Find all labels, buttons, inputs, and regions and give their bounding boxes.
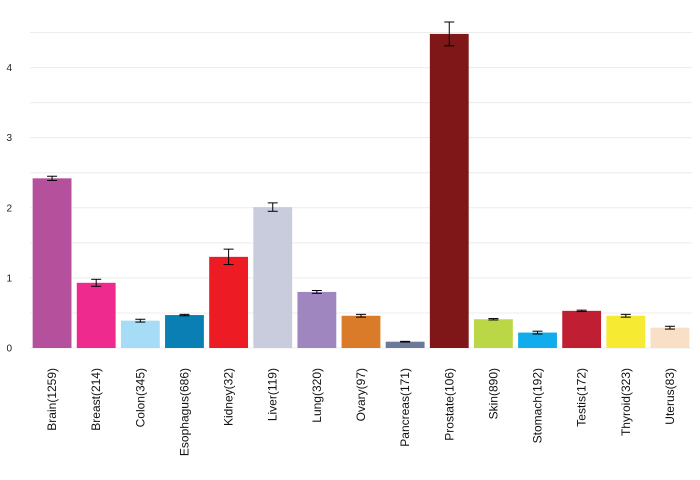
x-tick-label: Ovary(97) xyxy=(354,368,368,421)
x-tick-label: Stomach(192) xyxy=(531,368,545,443)
grid-lines xyxy=(30,32,692,349)
bar xyxy=(562,310,602,348)
bar xyxy=(76,282,116,348)
error-bar xyxy=(47,175,58,181)
bar xyxy=(650,327,690,348)
error-bar xyxy=(620,313,631,318)
error-bar xyxy=(444,21,455,47)
error-bar xyxy=(488,318,499,321)
bar xyxy=(341,315,381,348)
error-bar xyxy=(179,313,190,317)
error-bar xyxy=(576,309,587,313)
x-tick-label: Esophagus(686) xyxy=(177,368,191,456)
bar xyxy=(518,332,557,348)
y-tick-label: 0 xyxy=(6,344,12,355)
error-bar xyxy=(267,202,278,212)
x-tick-label: Skin(890) xyxy=(486,368,500,419)
x-tick-label: Thyroid(323) xyxy=(619,368,633,436)
x-tick-label: Testis(172) xyxy=(575,368,589,427)
bar xyxy=(385,341,425,348)
bar xyxy=(165,315,204,348)
x-tick-label: Brain(1259) xyxy=(45,368,59,431)
error-bar xyxy=(400,340,411,343)
bar xyxy=(606,315,646,348)
error-bar xyxy=(223,248,234,266)
y-tick-label: 3 xyxy=(6,133,12,144)
error-bar xyxy=(664,325,675,330)
y-tick-label: 4 xyxy=(6,63,12,74)
bars xyxy=(32,33,690,349)
x-tick-label: Liver(119) xyxy=(266,368,280,421)
x-tick-label: Uterus(83) xyxy=(663,368,677,425)
x-tick-label: Pancreas(171) xyxy=(398,368,412,447)
x-axis: Brain(1259) Breast(214) Colon(345) Esophagu… xyxy=(45,368,677,456)
y-axis: 0 1 2 3 4 xyxy=(6,63,12,354)
bar xyxy=(253,207,293,348)
x-tick-label: Lung(320) xyxy=(310,368,324,423)
x-tick-label: Kidney(32) xyxy=(222,368,236,426)
x-tick-label: Breast(214) xyxy=(89,368,103,431)
y-tick-label: 2 xyxy=(6,203,12,214)
error-bar xyxy=(91,278,102,287)
bar xyxy=(120,320,160,348)
error-bar xyxy=(135,318,146,323)
error-bars xyxy=(47,21,675,343)
bar xyxy=(297,291,337,348)
error-bar xyxy=(532,330,543,335)
bar xyxy=(209,256,249,348)
error-bar xyxy=(311,290,322,294)
x-tick-label: Prostate(106) xyxy=(442,368,456,441)
y-tick-label: 1 xyxy=(6,273,12,284)
bar xyxy=(473,319,513,348)
bar xyxy=(32,178,72,348)
error-bar xyxy=(356,313,366,318)
x-tick-label: Colon(345) xyxy=(133,368,147,427)
bar xyxy=(429,33,469,349)
